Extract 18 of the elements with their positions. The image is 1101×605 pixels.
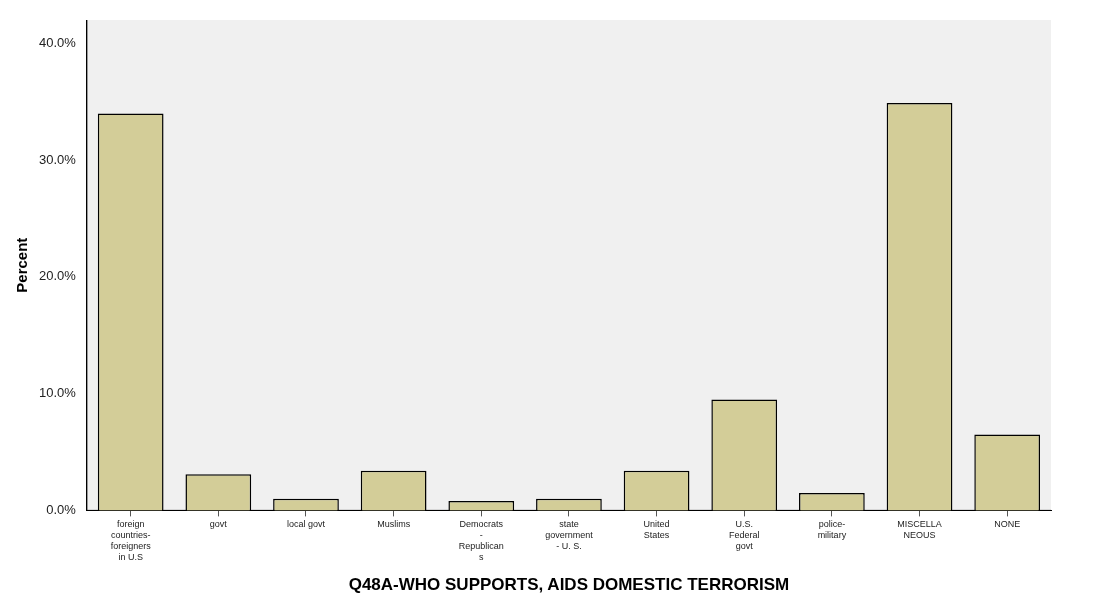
x-tick-label: United States [643,519,670,541]
y-tick-label: 0.0% [46,501,77,517]
y-tick-label: 20.0% [38,268,77,284]
x-tick-label: state government - U. S. [545,519,594,551]
x-tick-label: Democrats - Republican s [458,519,504,562]
y-tick-label: 30.0% [38,151,77,167]
x-tick-label: foreign countries- foreigners in U.S [110,519,152,562]
x-tick-label: govt [209,519,228,530]
x-tick-label: NONE [994,519,1021,530]
y-axis-title: Percent [13,237,31,293]
x-tick-label: Muslims [377,519,411,530]
x-tick-label: police- military [817,519,847,541]
x-tick-label: U.S. Federal govt [728,519,760,551]
x-axis-title: Q48A-WHO SUPPORTS, AIDS DOMESTIC TERRORISM [348,575,790,595]
y-tick-label: 40.0% [38,34,77,50]
y-tick-label: 10.0% [38,385,77,401]
x-tick-label: local govt [286,519,326,530]
x-tick-label: MISCELLA NEOUS [897,519,942,541]
